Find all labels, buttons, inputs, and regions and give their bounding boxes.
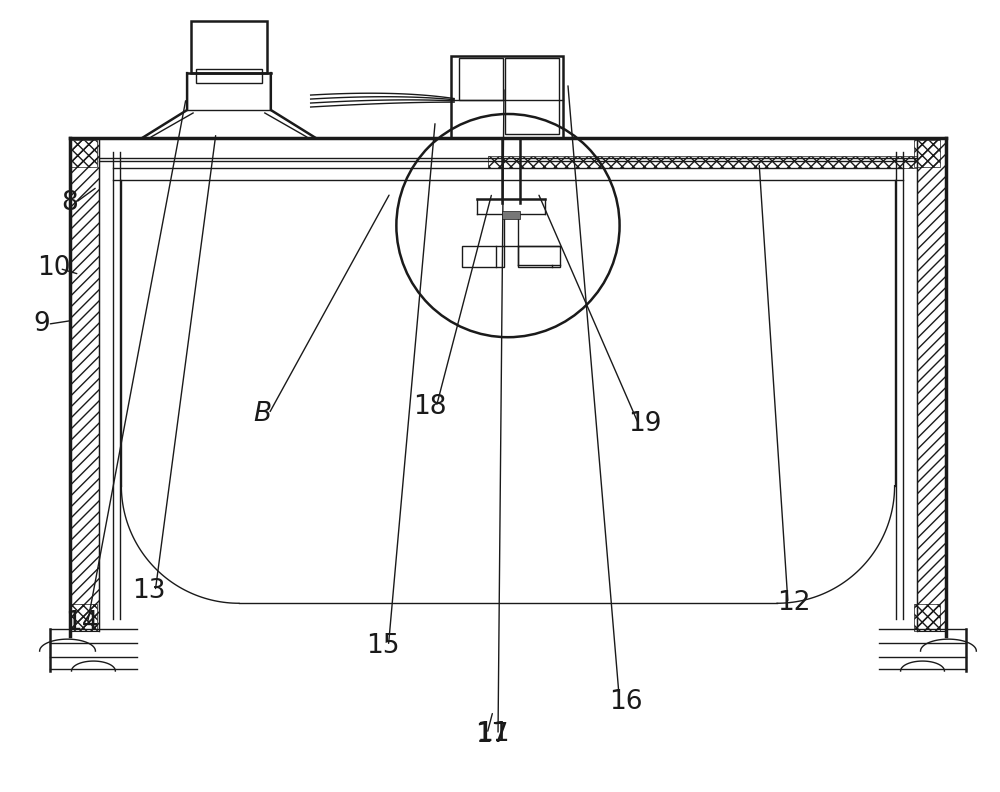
Bar (191, 21, 267, 73)
Bar (914, 140, 940, 167)
Text: 11: 11 (476, 721, 510, 747)
Bar (451, 56, 563, 138)
Bar (462, 246, 504, 268)
Bar (70, 138, 99, 631)
Text: 15: 15 (366, 633, 399, 659)
Bar (518, 246, 560, 268)
Bar (505, 58, 559, 134)
Text: 16: 16 (609, 689, 642, 715)
Bar (488, 156, 917, 168)
Text: 13: 13 (132, 578, 166, 604)
Text: 17: 17 (475, 722, 509, 748)
Bar (71, 140, 97, 167)
Bar (196, 69, 262, 83)
Text: B: B (254, 401, 272, 427)
Bar (502, 211, 520, 219)
Text: 12: 12 (777, 590, 811, 616)
Text: 14: 14 (65, 610, 98, 636)
Text: 8: 8 (61, 189, 78, 215)
Bar (914, 604, 940, 631)
Text: 18: 18 (413, 394, 447, 420)
Bar (71, 604, 97, 631)
Text: 10: 10 (37, 256, 70, 281)
Bar (459, 58, 503, 100)
Text: 9: 9 (33, 311, 50, 337)
Text: 19: 19 (628, 411, 661, 437)
Bar (917, 138, 946, 631)
